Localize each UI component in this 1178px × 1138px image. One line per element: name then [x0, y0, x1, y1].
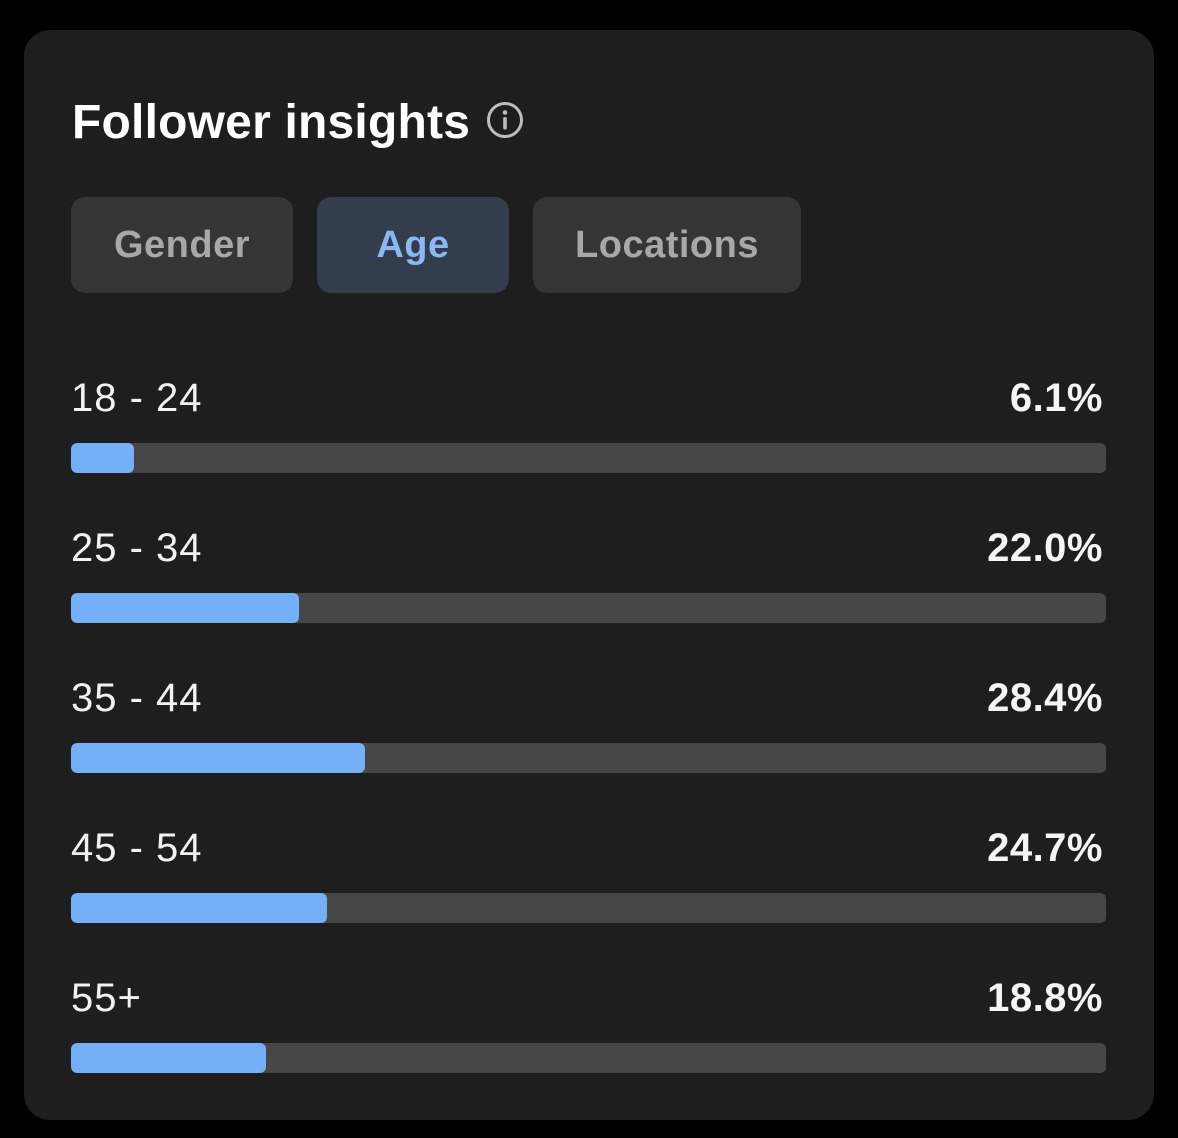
card-header: Follower insights [72, 94, 524, 152]
tab-age[interactable]: Age [317, 197, 509, 293]
insight-tabs: Gender Age Locations [71, 197, 825, 293]
age-range-label: 55+ [71, 976, 142, 1020]
progress-track [71, 443, 1106, 473]
progress-fill [71, 593, 299, 623]
age-row-35-44: 35 - 44 28.4% [71, 668, 1106, 818]
age-row-45-54: 45 - 54 24.7% [71, 818, 1106, 968]
age-percentage: 18.8% [987, 976, 1103, 1020]
progress-track [71, 1043, 1106, 1073]
age-row-18-24: 18 - 24 6.1% [71, 368, 1106, 518]
age-percentage: 22.0% [987, 526, 1103, 570]
age-range-label: 45 - 54 [71, 826, 203, 870]
tab-locations-label: Locations [575, 223, 759, 266]
progress-fill [71, 743, 365, 773]
age-percentage: 28.4% [987, 676, 1103, 720]
age-row-55-plus: 55+ 18.8% [71, 968, 1106, 1118]
age-percentage: 24.7% [987, 826, 1103, 870]
progress-track [71, 743, 1106, 773]
tab-gender[interactable]: Gender [71, 197, 293, 293]
progress-track [71, 893, 1106, 923]
age-range-label: 25 - 34 [71, 526, 203, 570]
progress-fill [71, 893, 327, 923]
progress-fill [71, 443, 135, 473]
progress-fill [71, 1043, 266, 1073]
progress-track [71, 593, 1106, 623]
age-range-label: 35 - 44 [71, 676, 203, 720]
age-row-25-34: 25 - 34 22.0% [71, 518, 1106, 668]
card-title: Follower insights [72, 96, 471, 149]
tab-gender-label: Gender [113, 223, 251, 266]
age-distribution-list: 18 - 24 6.1% 25 - 34 22.0% 35 - 44 28.4% [71, 368, 1106, 1118]
age-range-label: 18 - 24 [71, 376, 203, 420]
info-circle-icon[interactable] [486, 101, 524, 139]
tab-locations[interactable]: Locations [533, 197, 801, 293]
follower-insights-card: Follower insights Gender Age Locations 1… [24, 30, 1154, 1120]
tab-age-label: Age [376, 223, 450, 266]
age-percentage: 6.1% [1009, 376, 1103, 420]
